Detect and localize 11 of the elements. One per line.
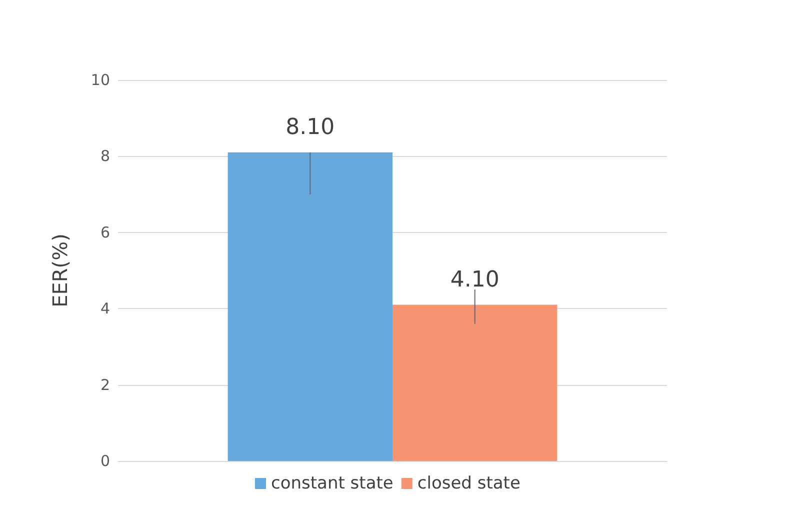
y-axis-title: EER(%) [48,234,72,308]
y-tick-label: 4 [100,300,110,318]
data-label: 8.10 [286,114,335,140]
legend-label: constant state [271,474,394,494]
y-tick-label: 8 [100,147,110,166]
y-tick-label: 6 [100,223,110,242]
legend-label: closed state [417,474,520,494]
y-tick-label: 0 [100,452,110,470]
y-tick-label: 2 [100,376,110,394]
data-label: 4.10 [450,267,500,292]
y-tick-label: 10 [90,71,110,89]
